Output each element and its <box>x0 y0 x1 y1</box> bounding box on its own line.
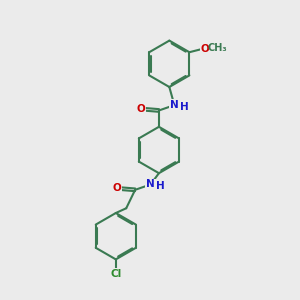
Text: O: O <box>112 183 121 193</box>
Text: O: O <box>136 104 145 114</box>
Text: H: H <box>179 103 188 112</box>
Text: Cl: Cl <box>110 269 122 279</box>
Text: O: O <box>200 44 209 54</box>
Text: CH₃: CH₃ <box>208 43 227 53</box>
Text: N: N <box>146 179 155 190</box>
Text: N: N <box>170 100 179 110</box>
Text: H: H <box>156 181 164 191</box>
